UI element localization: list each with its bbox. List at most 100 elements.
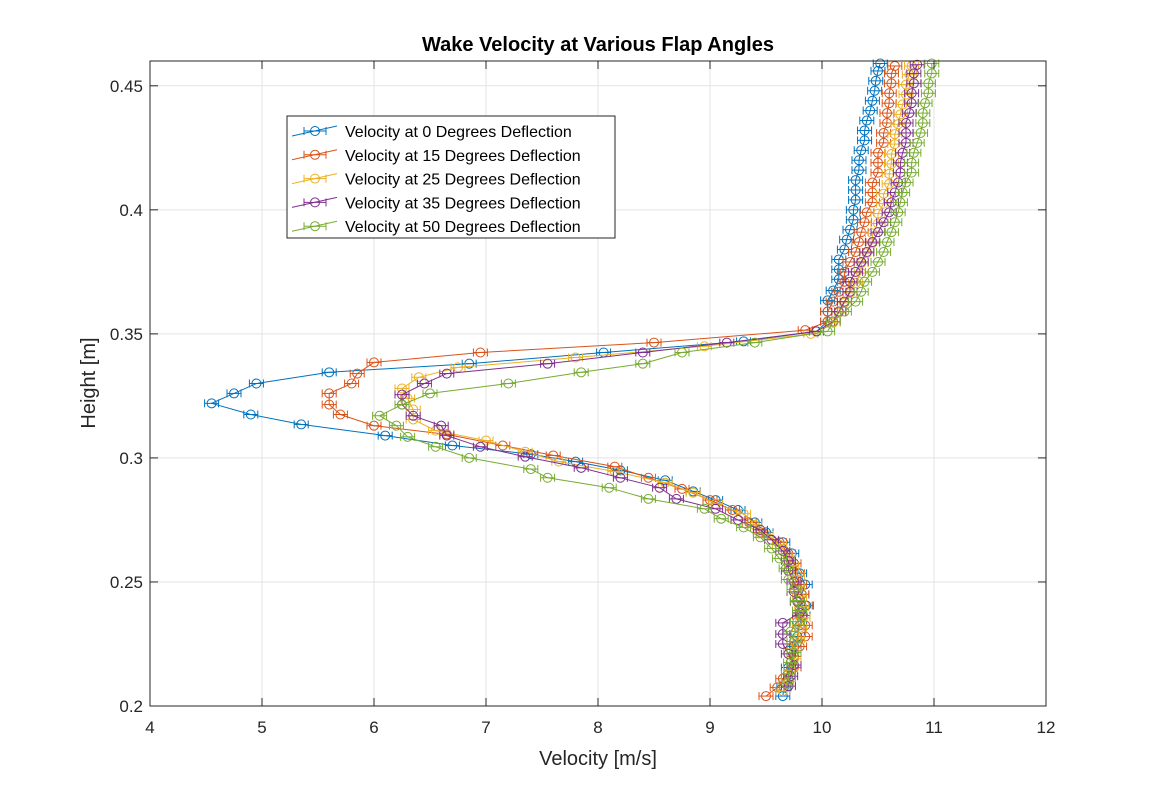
data-point [881, 88, 897, 99]
data-point [864, 266, 880, 277]
marker [906, 157, 917, 168]
data-point [344, 378, 360, 389]
data-point [422, 388, 438, 399]
legend-label: Velocity at 15 Degrees Deflection [345, 148, 581, 165]
x-tick-label: 9 [705, 718, 714, 737]
data-point [400, 431, 416, 442]
data-point [906, 68, 922, 79]
legend-swatch [291, 125, 338, 137]
marker [677, 347, 687, 358]
marker [774, 539, 785, 550]
marker [413, 372, 424, 383]
marker [878, 198, 889, 209]
marker [637, 347, 648, 358]
marker [520, 451, 531, 462]
data-point [540, 472, 556, 483]
data-point [786, 647, 802, 658]
data-point [890, 207, 906, 218]
marker [716, 513, 727, 524]
marker [853, 165, 864, 176]
data-point [243, 409, 259, 420]
data-point [439, 430, 455, 441]
marker [869, 85, 880, 96]
data-point [870, 65, 886, 76]
data-point [685, 487, 701, 498]
marker [833, 264, 844, 275]
data-point [293, 419, 309, 430]
marker [789, 636, 799, 647]
marker [408, 404, 419, 415]
marker [324, 367, 335, 378]
data-point [321, 367, 337, 378]
marker [805, 328, 816, 339]
marker [335, 409, 346, 420]
marker [886, 227, 897, 238]
data-point [764, 543, 780, 554]
marker [789, 660, 799, 671]
marker [774, 553, 785, 564]
y-tick-label: 0.4 [119, 201, 143, 220]
data-point [898, 127, 914, 138]
marker [783, 574, 794, 585]
marker [867, 266, 878, 277]
marker [881, 108, 892, 119]
data-point [913, 127, 929, 138]
marker [908, 147, 919, 158]
marker [441, 368, 452, 379]
legend: Velocity at 0 Degrees Deflection Velocity… [286, 115, 616, 239]
data-point [366, 420, 382, 431]
data-point [500, 378, 516, 389]
data-point [394, 399, 410, 410]
marker [419, 378, 430, 389]
data-point [879, 237, 895, 248]
data-point [517, 451, 533, 462]
marker [475, 441, 486, 452]
data-point [904, 157, 920, 168]
marker [397, 399, 407, 410]
marker [660, 475, 671, 486]
marker [688, 487, 699, 498]
data-point [472, 347, 488, 358]
data-point [540, 358, 556, 369]
marker [828, 285, 839, 296]
marker [865, 105, 876, 116]
data-point [851, 165, 867, 176]
marker [369, 420, 379, 431]
y-tick-label: 0.3 [119, 449, 143, 468]
data-point [876, 247, 892, 258]
marker [749, 337, 760, 348]
marker [923, 78, 934, 89]
data-point [713, 513, 729, 524]
marker [828, 316, 839, 327]
marker [542, 472, 553, 483]
data-point [366, 357, 382, 368]
data-point [523, 464, 539, 475]
marker [850, 266, 861, 277]
marker [777, 617, 788, 628]
data-point [780, 668, 796, 679]
marker [436, 420, 447, 431]
data-point [857, 125, 873, 136]
data-point [883, 78, 899, 89]
data-point [857, 217, 873, 228]
data-point [820, 295, 836, 306]
data-point [411, 372, 427, 383]
marker [296, 419, 307, 430]
data-point [428, 441, 444, 452]
y-tick-label: 0.35 [110, 325, 143, 344]
marker [553, 456, 564, 467]
marker [901, 118, 911, 129]
data-point [752, 524, 768, 535]
marker [867, 95, 878, 106]
marker [649, 337, 659, 348]
marker [794, 605, 805, 616]
marker [785, 657, 796, 668]
data-point [867, 85, 883, 96]
data-point [696, 503, 712, 514]
data-point [786, 636, 802, 647]
x-tick-label: 12 [1037, 718, 1056, 737]
marker [397, 383, 407, 394]
marker [453, 362, 463, 373]
data-point [640, 493, 656, 504]
